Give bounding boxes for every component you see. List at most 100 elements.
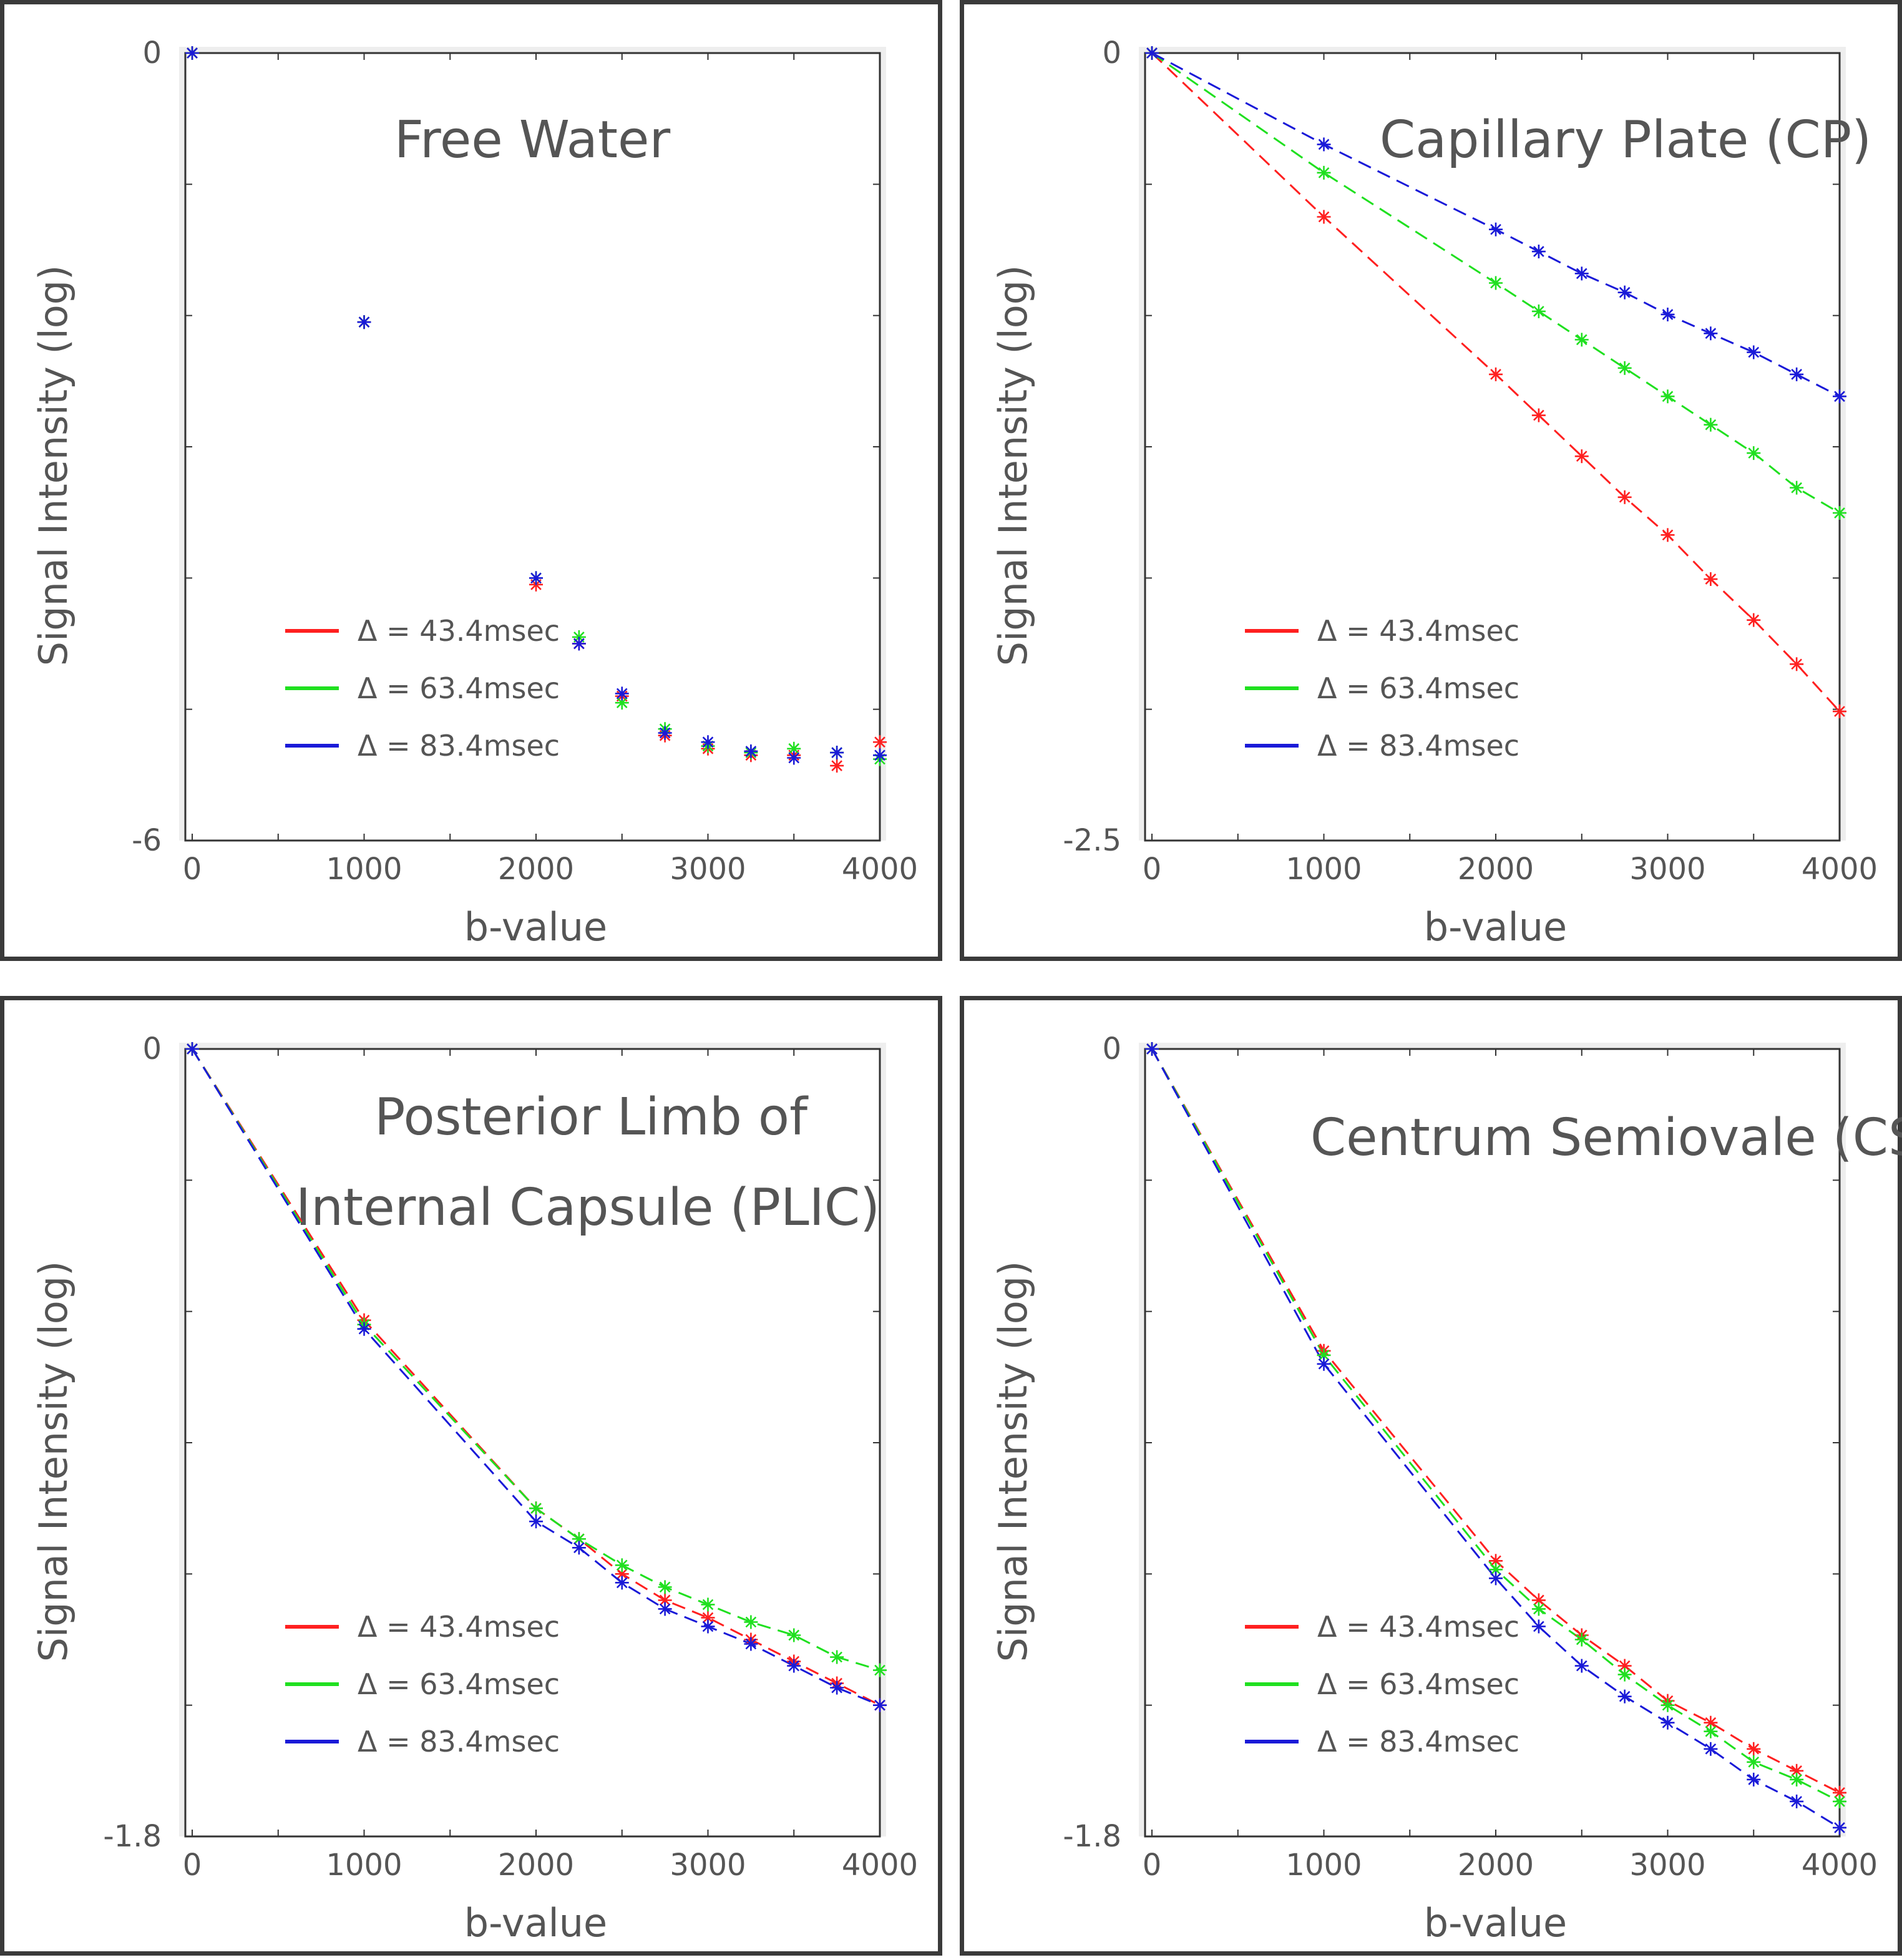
- data-point-43-4msec: [1617, 490, 1632, 504]
- data-point-43-4msec: [1704, 1715, 1718, 1730]
- data-point-83-4msec: [787, 751, 801, 765]
- legend-label: Δ = 63.4msec: [1317, 1667, 1519, 1701]
- data-point-63-4msec: [1790, 480, 1804, 495]
- x-tick-label: 3000: [1629, 852, 1705, 887]
- axes-shade-right: [880, 1043, 886, 1836]
- data-point-83-4msec: [1531, 245, 1546, 259]
- data-point-83-4msec: [1317, 1357, 1331, 1371]
- x-tick-label: 4000: [1802, 1848, 1878, 1883]
- panel-plic: 0 1000 2000 3000 4000 0 -1.8 b-value Signal Inte…: [0, 996, 942, 1956]
- data-point-83-4msec: [658, 726, 672, 740]
- x-tick-label: 2000: [498, 1848, 574, 1883]
- panel-title-line: Capillary Plate (CP): [1380, 110, 1871, 170]
- data-point-83-4msec: [1489, 1571, 1503, 1586]
- x-axis-title: b-value: [1424, 1900, 1567, 1946]
- data-point-63-4msec: [615, 696, 629, 710]
- fit-line-63-4msec: [1151, 52, 1840, 514]
- chart-free-water: 0 1000 2000 3000 4000 0 -6 b-value Signal Intens…: [31, 36, 918, 950]
- legend-label: Δ = 43.4msec: [1317, 1610, 1519, 1644]
- legend-label: Δ = 43.4msec: [358, 1610, 560, 1644]
- y-tick-label: -6: [132, 823, 162, 858]
- panel-title-line: Free Water: [394, 110, 671, 170]
- data-point-43-4msec: [1790, 1763, 1804, 1778]
- data-point-83-4msec: [744, 744, 758, 758]
- data-point-83-4msec: [1531, 1619, 1546, 1634]
- data-point-63-4msec: [658, 1580, 672, 1594]
- data-point-83-4msec: [830, 746, 844, 760]
- data-point-63-4msec: [1531, 304, 1546, 318]
- y-tick-label: -1.8: [103, 1819, 162, 1854]
- y-tick-label: -2.5: [1063, 823, 1121, 858]
- data-point-83-4msec: [1790, 1794, 1804, 1808]
- x-tick-label: 0: [1143, 852, 1162, 887]
- data-point-83-4msec: [1661, 307, 1675, 321]
- data-point-43-4msec: [1661, 528, 1675, 542]
- plot-area-frame: [184, 1048, 881, 1838]
- chart-capillary-plate: 0 1000 2000 3000 4000 0 -2.5 b-value Signal Inte…: [990, 36, 1878, 950]
- data-point-63-4msec: [701, 1597, 715, 1612]
- y-axis-title: Signal Intensity (log): [31, 1261, 76, 1662]
- data-point-43-4msec: [1531, 408, 1546, 422]
- data-point-83-4msec: [1574, 1659, 1589, 1673]
- legend-label: Δ = 83.4msec: [1317, 1725, 1519, 1758]
- axes-shade-right: [1840, 1043, 1846, 1836]
- y-axis-title: Signal Intensity (log): [990, 265, 1036, 666]
- data-point-43-4msec: [1489, 367, 1503, 381]
- x-tick-label: 1000: [1285, 1848, 1362, 1883]
- data-point-83-4msec: [529, 571, 544, 585]
- data-point-83-4msec: [1747, 1772, 1761, 1787]
- x-tick-label: 4000: [842, 852, 918, 887]
- x-tick-label: 0: [183, 852, 202, 887]
- data-point-63-4msec: [1704, 1724, 1718, 1738]
- data-point-43-4msec: [1317, 210, 1331, 224]
- data-point-43-4msec: [1747, 1742, 1761, 1756]
- data-point-83-4msec: [357, 1322, 371, 1336]
- data-point-63-4msec: [1747, 1755, 1761, 1769]
- data-point-83-4msec: [185, 1042, 200, 1056]
- data-point-63-4msec: [1704, 417, 1718, 432]
- data-point-83-4msec: [1747, 345, 1761, 359]
- x-tick-label: 4000: [1802, 852, 1878, 887]
- x-tick-label: 3000: [670, 852, 746, 887]
- x-tick-label: 2000: [1458, 852, 1534, 887]
- data-point-83-4msec: [615, 686, 629, 701]
- panel-centrum-semiovale: 0 1000 2000 3000 4000 0 -1.8 b-value Signal Inte…: [960, 996, 1902, 1956]
- data-point-63-4msec: [1317, 165, 1331, 180]
- axes-shade-right: [880, 47, 886, 841]
- data-point-63-4msec: [1661, 1698, 1675, 1712]
- data-point-43-4msec: [830, 759, 844, 773]
- plot-area-frame: [184, 52, 881, 842]
- data-point-43-4msec: [873, 735, 887, 749]
- x-tick-label: 2000: [498, 852, 574, 887]
- data-point-83-4msec: [1574, 266, 1589, 281]
- x-axis-title: b-value: [1424, 904, 1567, 950]
- axes-shade-top: [1139, 47, 1846, 53]
- fit-line-83-4msec: [1151, 52, 1840, 397]
- axes-shade-top: [179, 1043, 886, 1049]
- axes-shade-left: [179, 47, 185, 841]
- data-point-83-4msec: [744, 1637, 758, 1651]
- data-point-83-4msec: [1145, 1042, 1159, 1056]
- data-point-43-4msec: [1790, 657, 1804, 671]
- fit-line-83-4msec: [191, 1048, 880, 1707]
- x-tick-label: 1000: [1285, 852, 1362, 887]
- data-point-83-4msec: [1317, 137, 1331, 152]
- data-point-63-4msec: [873, 1663, 887, 1677]
- data-point-83-4msec: [1489, 222, 1503, 236]
- data-point-63-4msec: [1617, 1667, 1632, 1682]
- y-axis-title: Signal Intensity (log): [990, 1261, 1036, 1662]
- data-point-63-4msec: [1790, 1772, 1804, 1787]
- data-point-83-4msec: [873, 1698, 887, 1712]
- data-point-83-4msec: [658, 1602, 672, 1616]
- panel-free-water: 0 1000 2000 3000 4000 0 -6 b-value Signal Intens…: [0, 0, 942, 961]
- x-tick-label: 1000: [326, 1848, 402, 1883]
- y-axis-title: Signal Intensity (log): [31, 265, 76, 666]
- data-point-83-4msec: [787, 1659, 801, 1673]
- data-point-83-4msec: [185, 46, 200, 60]
- x-tick-label: 4000: [842, 1848, 918, 1883]
- data-point-83-4msec: [1617, 285, 1632, 300]
- data-point-63-4msec: [1747, 446, 1761, 461]
- data-point-83-4msec: [1833, 1820, 1846, 1835]
- legend-label: Δ = 43.4msec: [1317, 614, 1519, 648]
- data-point-83-4msec: [357, 315, 371, 329]
